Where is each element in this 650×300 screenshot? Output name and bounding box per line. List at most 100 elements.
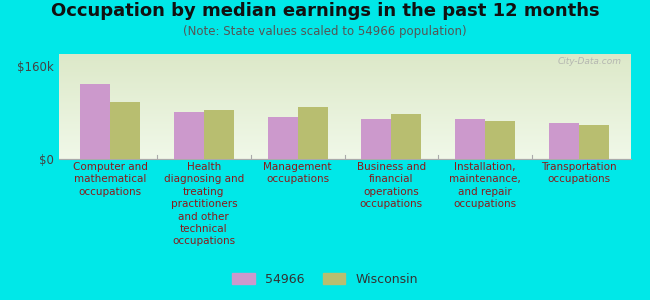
Text: Health
diagnosing and
treating
practitioners
and other
technical
occupations: Health diagnosing and treating practitio… — [164, 162, 244, 246]
Bar — [58, 100, 630, 101]
Bar — [58, 84, 630, 86]
Bar — [58, 101, 630, 102]
Bar — [58, 110, 630, 111]
Bar — [58, 120, 630, 121]
Bar — [58, 95, 630, 96]
Bar — [58, 123, 630, 124]
Bar — [58, 105, 630, 106]
Bar — [58, 106, 630, 108]
Bar — [58, 54, 630, 55]
Bar — [58, 73, 630, 74]
Bar — [549, 123, 579, 159]
Bar — [58, 115, 630, 116]
Text: Transportation
occupations: Transportation occupations — [541, 162, 617, 184]
Bar — [58, 61, 630, 62]
Bar — [58, 146, 630, 147]
Bar — [58, 62, 630, 64]
Bar — [58, 103, 630, 104]
Bar — [455, 119, 485, 159]
Bar — [58, 114, 630, 115]
Bar — [579, 125, 609, 159]
Bar — [58, 108, 630, 109]
Bar — [58, 82, 630, 83]
Bar — [58, 76, 630, 77]
Bar — [58, 125, 630, 127]
Bar — [58, 56, 630, 57]
Bar — [204, 110, 234, 159]
Bar — [58, 138, 630, 139]
Bar — [58, 142, 630, 143]
Bar — [58, 96, 630, 97]
Bar — [58, 112, 630, 113]
Bar — [58, 86, 630, 88]
Text: Installation,
maintenance,
and repair
occupations: Installation, maintenance, and repair oc… — [449, 162, 521, 209]
Text: City-Data.com: City-Data.com — [558, 57, 622, 66]
Bar — [58, 141, 630, 142]
Bar — [58, 59, 630, 60]
Bar — [58, 74, 630, 75]
Bar — [58, 136, 630, 137]
Bar — [58, 102, 630, 103]
Bar — [298, 106, 328, 159]
Bar — [58, 79, 630, 80]
Bar — [58, 137, 630, 138]
Bar — [58, 75, 630, 76]
Bar — [58, 133, 630, 134]
Bar — [58, 69, 630, 70]
Bar — [58, 83, 630, 85]
Bar — [58, 64, 630, 66]
Bar — [58, 119, 630, 120]
Bar — [58, 67, 630, 68]
Bar — [361, 119, 391, 159]
Bar — [58, 111, 630, 112]
Bar — [58, 139, 630, 140]
Bar — [58, 116, 630, 117]
Bar — [485, 121, 515, 159]
Bar — [58, 72, 630, 73]
Text: (Note: State values scaled to 54966 population): (Note: State values scaled to 54966 popu… — [183, 26, 467, 38]
Bar — [58, 131, 630, 132]
Bar — [58, 155, 630, 156]
Bar — [58, 71, 630, 72]
Bar — [80, 84, 110, 159]
Bar — [58, 93, 630, 94]
Bar — [58, 91, 630, 92]
Bar — [58, 158, 630, 159]
Bar — [58, 78, 630, 79]
Bar — [110, 102, 140, 159]
Bar — [58, 157, 630, 158]
Bar — [58, 124, 630, 125]
Bar — [58, 89, 630, 90]
Bar — [58, 94, 630, 95]
Bar — [58, 145, 630, 146]
Text: Occupation by median earnings in the past 12 months: Occupation by median earnings in the pas… — [51, 2, 599, 20]
Bar — [58, 147, 630, 148]
Bar — [58, 58, 630, 59]
Bar — [58, 104, 630, 106]
Bar — [58, 55, 630, 56]
Bar — [58, 117, 630, 118]
Bar — [58, 144, 630, 145]
Bar — [58, 121, 630, 122]
Bar — [58, 97, 630, 98]
Bar — [58, 135, 630, 136]
Bar — [58, 77, 630, 78]
Text: Business and
financial
operations
occupations: Business and financial operations occupa… — [357, 162, 426, 209]
Bar — [58, 152, 630, 153]
Bar — [58, 99, 630, 100]
Bar — [58, 80, 630, 81]
Bar — [58, 90, 630, 91]
Bar — [58, 126, 630, 128]
Bar — [58, 68, 630, 69]
Bar — [58, 70, 630, 71]
Bar — [58, 132, 630, 133]
Bar — [58, 156, 630, 157]
Bar — [58, 153, 630, 154]
Bar — [58, 66, 630, 67]
Bar — [58, 149, 630, 151]
Bar — [58, 134, 630, 135]
Legend: 54966, Wisconsin: 54966, Wisconsin — [227, 268, 423, 291]
Bar — [58, 143, 630, 144]
Bar — [58, 98, 630, 99]
Bar — [58, 140, 630, 141]
